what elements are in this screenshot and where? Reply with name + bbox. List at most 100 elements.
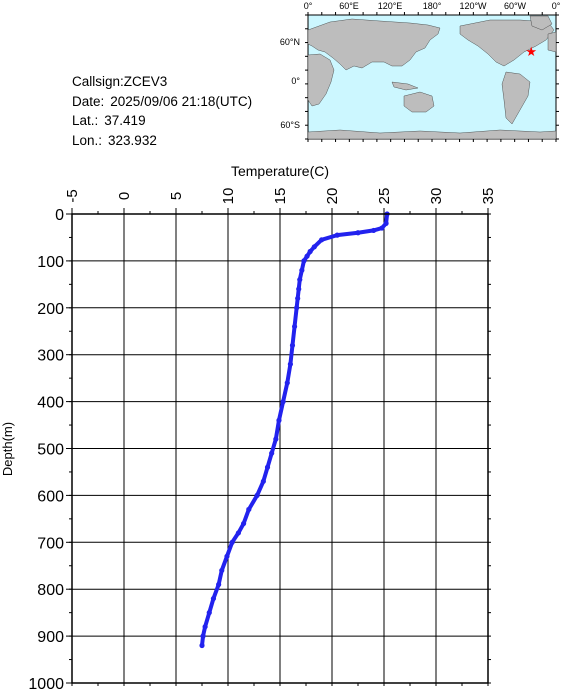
profile-point [219, 567, 225, 574]
info-block: Callsign:ZCEV3 Date: 2025/09/06 21:18(UTC… [72, 72, 252, 150]
map-top-label: 60°W [504, 1, 527, 11]
profile-point [319, 237, 325, 243]
profile-series [199, 211, 390, 649]
map-top-label: 0° [552, 1, 561, 11]
profile-point [297, 277, 303, 283]
profile-point [229, 539, 235, 545]
profile-point [295, 295, 301, 302]
eurasia-landmass [307, 18, 441, 71]
lon-row: Lon.: 323.932 [72, 131, 252, 151]
map-top-labels: 0° 60°E 120°E 180° 120°W 60°W 0° [304, 1, 561, 11]
y-tick-label: 1000 [28, 676, 64, 690]
profile-point [334, 232, 340, 238]
map-left-label: 0° [291, 76, 300, 86]
y-tick-label: 500 [37, 442, 64, 459]
y-tick-label: 300 [37, 348, 64, 365]
profile-point [264, 464, 271, 470]
south-america-landmass [501, 71, 531, 125]
lat-value: 37.419 [104, 113, 146, 128]
greenland-landmass [529, 15, 553, 31]
profile-point [224, 553, 230, 559]
profile-point [379, 225, 385, 231]
y-tick-label: 700 [37, 535, 64, 552]
profile-point [273, 436, 279, 442]
map-top-label: 60°E [339, 1, 359, 11]
world-map: 0° 60°E 120°E 180° 120°W 60°W 0° 60°N 0°… [280, 1, 561, 142]
x-tick-label: 30 [428, 188, 445, 205]
profile-point [269, 450, 275, 456]
y-tick-label: 0 [55, 207, 64, 224]
map-top-label: 120°W [459, 1, 487, 11]
profile-point [355, 230, 361, 236]
profile-point [301, 258, 307, 264]
profile-point [280, 399, 286, 405]
map-top-label: 0° [304, 1, 313, 11]
callsign-label: Callsign: [72, 74, 124, 89]
profile-point [287, 361, 293, 367]
profile-point [299, 267, 305, 273]
lon-value: 323.932 [108, 132, 157, 148]
profile-point [307, 248, 313, 255]
y-tick-labels: 0 100 200 300 400 500 600 700 800 900 1000 [28, 207, 64, 690]
lat-label: Lat.: [72, 113, 99, 128]
profile-point [216, 581, 222, 588]
y-axis-label: Depth(m) [0, 422, 15, 476]
profile-point [260, 478, 266, 484]
profile-point [276, 417, 282, 423]
profile-point [200, 633, 206, 639]
map-top-label: 120°E [378, 1, 403, 11]
y-tick-label: 200 [37, 301, 64, 318]
profile-point [246, 506, 252, 513]
y-tick-label: 400 [37, 395, 64, 412]
x-tick-label: 35 [480, 188, 497, 205]
profile-point [294, 305, 300, 311]
x-tick-label: 10 [220, 188, 237, 205]
lat-row: Lat.: 37.419 [72, 111, 252, 131]
x-tick-labels: -5 0 5 10 15 20 25 30 35 [64, 188, 497, 205]
date-label: Date: [72, 93, 105, 109]
x-tick-label: 15 [272, 188, 289, 205]
profile-point [241, 520, 247, 527]
profile-point [235, 530, 241, 536]
profile-point [289, 342, 296, 348]
map-left-label: 60°N [280, 37, 300, 47]
map-left-label: 60°S [280, 120, 300, 130]
lon-label: Lon.: [72, 132, 103, 148]
profile-point [284, 380, 290, 386]
profile-point [202, 624, 208, 630]
profile-point [311, 244, 317, 250]
profile-line [200, 212, 390, 648]
map-land [307, 15, 557, 140]
africa-landmass [307, 53, 335, 107]
x-axis-label: Temperature(C) [231, 163, 329, 179]
chart-frame [71, 213, 489, 684]
profile-point [304, 253, 310, 259]
australia-landmass [403, 91, 435, 113]
profile-point [291, 323, 298, 330]
x-tick-label: -5 [64, 189, 81, 202]
profile-point [206, 610, 212, 616]
y-tick-label: 100 [37, 254, 64, 271]
profile-point [383, 220, 389, 226]
callsign-value: ZCEV3 [123, 74, 168, 89]
profile-point [371, 227, 377, 234]
date-row: Date: 2025/09/06 21:18(UTC) [72, 92, 252, 112]
y-tick-label: 800 [37, 582, 64, 599]
indonesia-landmass [391, 81, 419, 91]
profile-point [210, 595, 217, 602]
west-europe-landmass [547, 31, 557, 53]
profile-point [199, 642, 205, 649]
y-tick-label: 600 [37, 488, 64, 505]
chart-grid [66, 208, 491, 686]
x-tick-label: 0 [116, 192, 133, 200]
map-top-label: 180° [423, 1, 442, 11]
location-marker-icon: ★ [525, 44, 537, 59]
callsign-row: Callsign:ZCEV3 [72, 72, 252, 92]
profile-point [296, 286, 302, 292]
date-value: 2025/09/06 21:18(UTC) [110, 93, 253, 109]
profile-point [254, 492, 260, 498]
x-tick-label: 5 [168, 192, 185, 200]
y-tick-label: 900 [37, 629, 64, 646]
x-tick-label: 25 [376, 188, 393, 205]
